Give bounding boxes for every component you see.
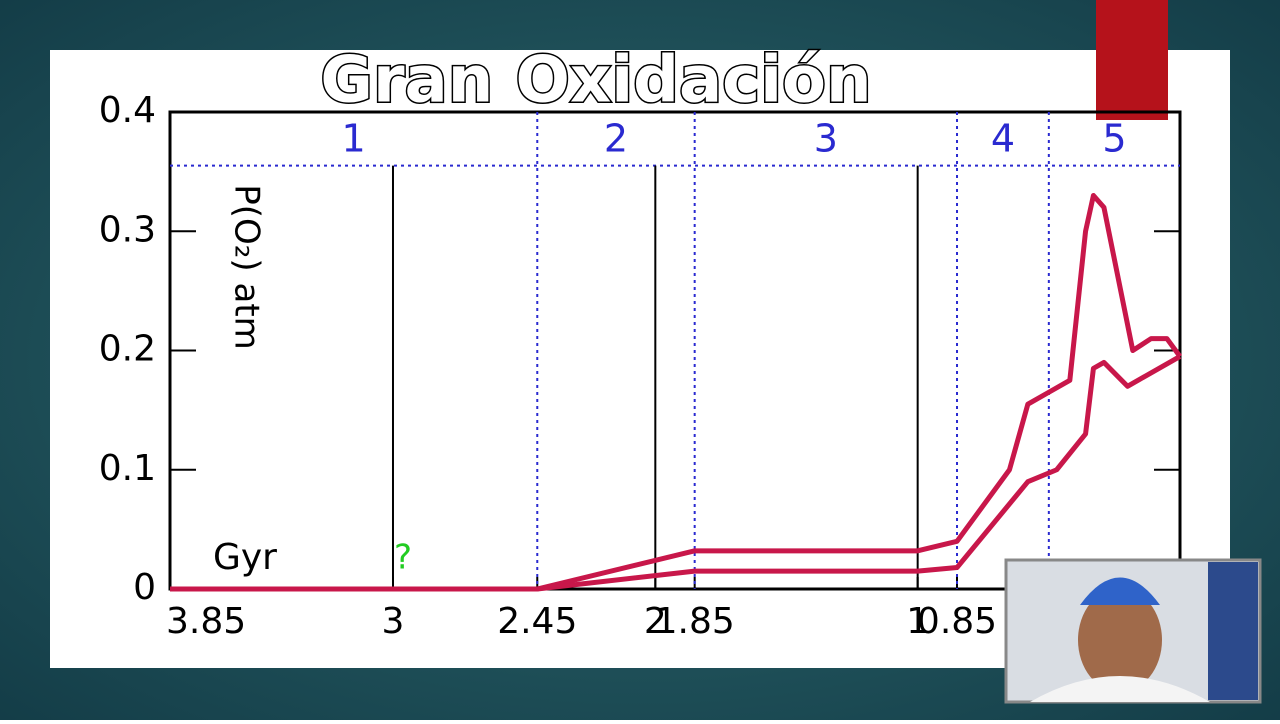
stage-label: 2 bbox=[604, 116, 628, 160]
red-tab bbox=[1096, 0, 1168, 120]
x-tick-label: 0.85 bbox=[917, 601, 997, 642]
annotation: ? bbox=[394, 538, 412, 578]
stage-label: 5 bbox=[1102, 116, 1126, 160]
stage-label: 1 bbox=[342, 116, 366, 160]
plot: 00.10.20.30.43.85 3 2.45 21.85 10.851 2 3 4 5P(O… bbox=[99, 90, 1183, 642]
series-line bbox=[170, 354, 1182, 592]
y-tick-label: 0 bbox=[133, 567, 156, 608]
y-tick-label: 0.3 bbox=[99, 209, 156, 250]
webcam-cap bbox=[1080, 577, 1160, 605]
y-axis-label: P(O₂) atm bbox=[227, 184, 267, 350]
x-tick-label: 1 bbox=[906, 601, 929, 642]
webcam-coat bbox=[1030, 676, 1210, 702]
x-tick-label: 1.85 bbox=[655, 601, 735, 642]
x-tick-label: 3 bbox=[382, 601, 405, 642]
slide-title: Gran Oxidación bbox=[320, 44, 871, 118]
x-tick-label: 2 bbox=[644, 601, 667, 642]
y-tick-label: 0.4 bbox=[99, 90, 156, 131]
stage-label: 3 bbox=[814, 116, 838, 160]
x-tick-label: 3.85 bbox=[166, 601, 246, 642]
y-tick-label: 0.2 bbox=[99, 329, 156, 370]
x-unit-label: Gyr bbox=[213, 537, 277, 578]
x-tick-label: 2.45 bbox=[497, 601, 577, 642]
webcam bbox=[1004, 558, 1262, 704]
series-line bbox=[170, 192, 1183, 592]
y-tick-label: 0.1 bbox=[99, 448, 156, 489]
webcam-door bbox=[1208, 562, 1258, 700]
webcam-face bbox=[1078, 588, 1162, 692]
stage-label: 4 bbox=[991, 116, 1015, 160]
